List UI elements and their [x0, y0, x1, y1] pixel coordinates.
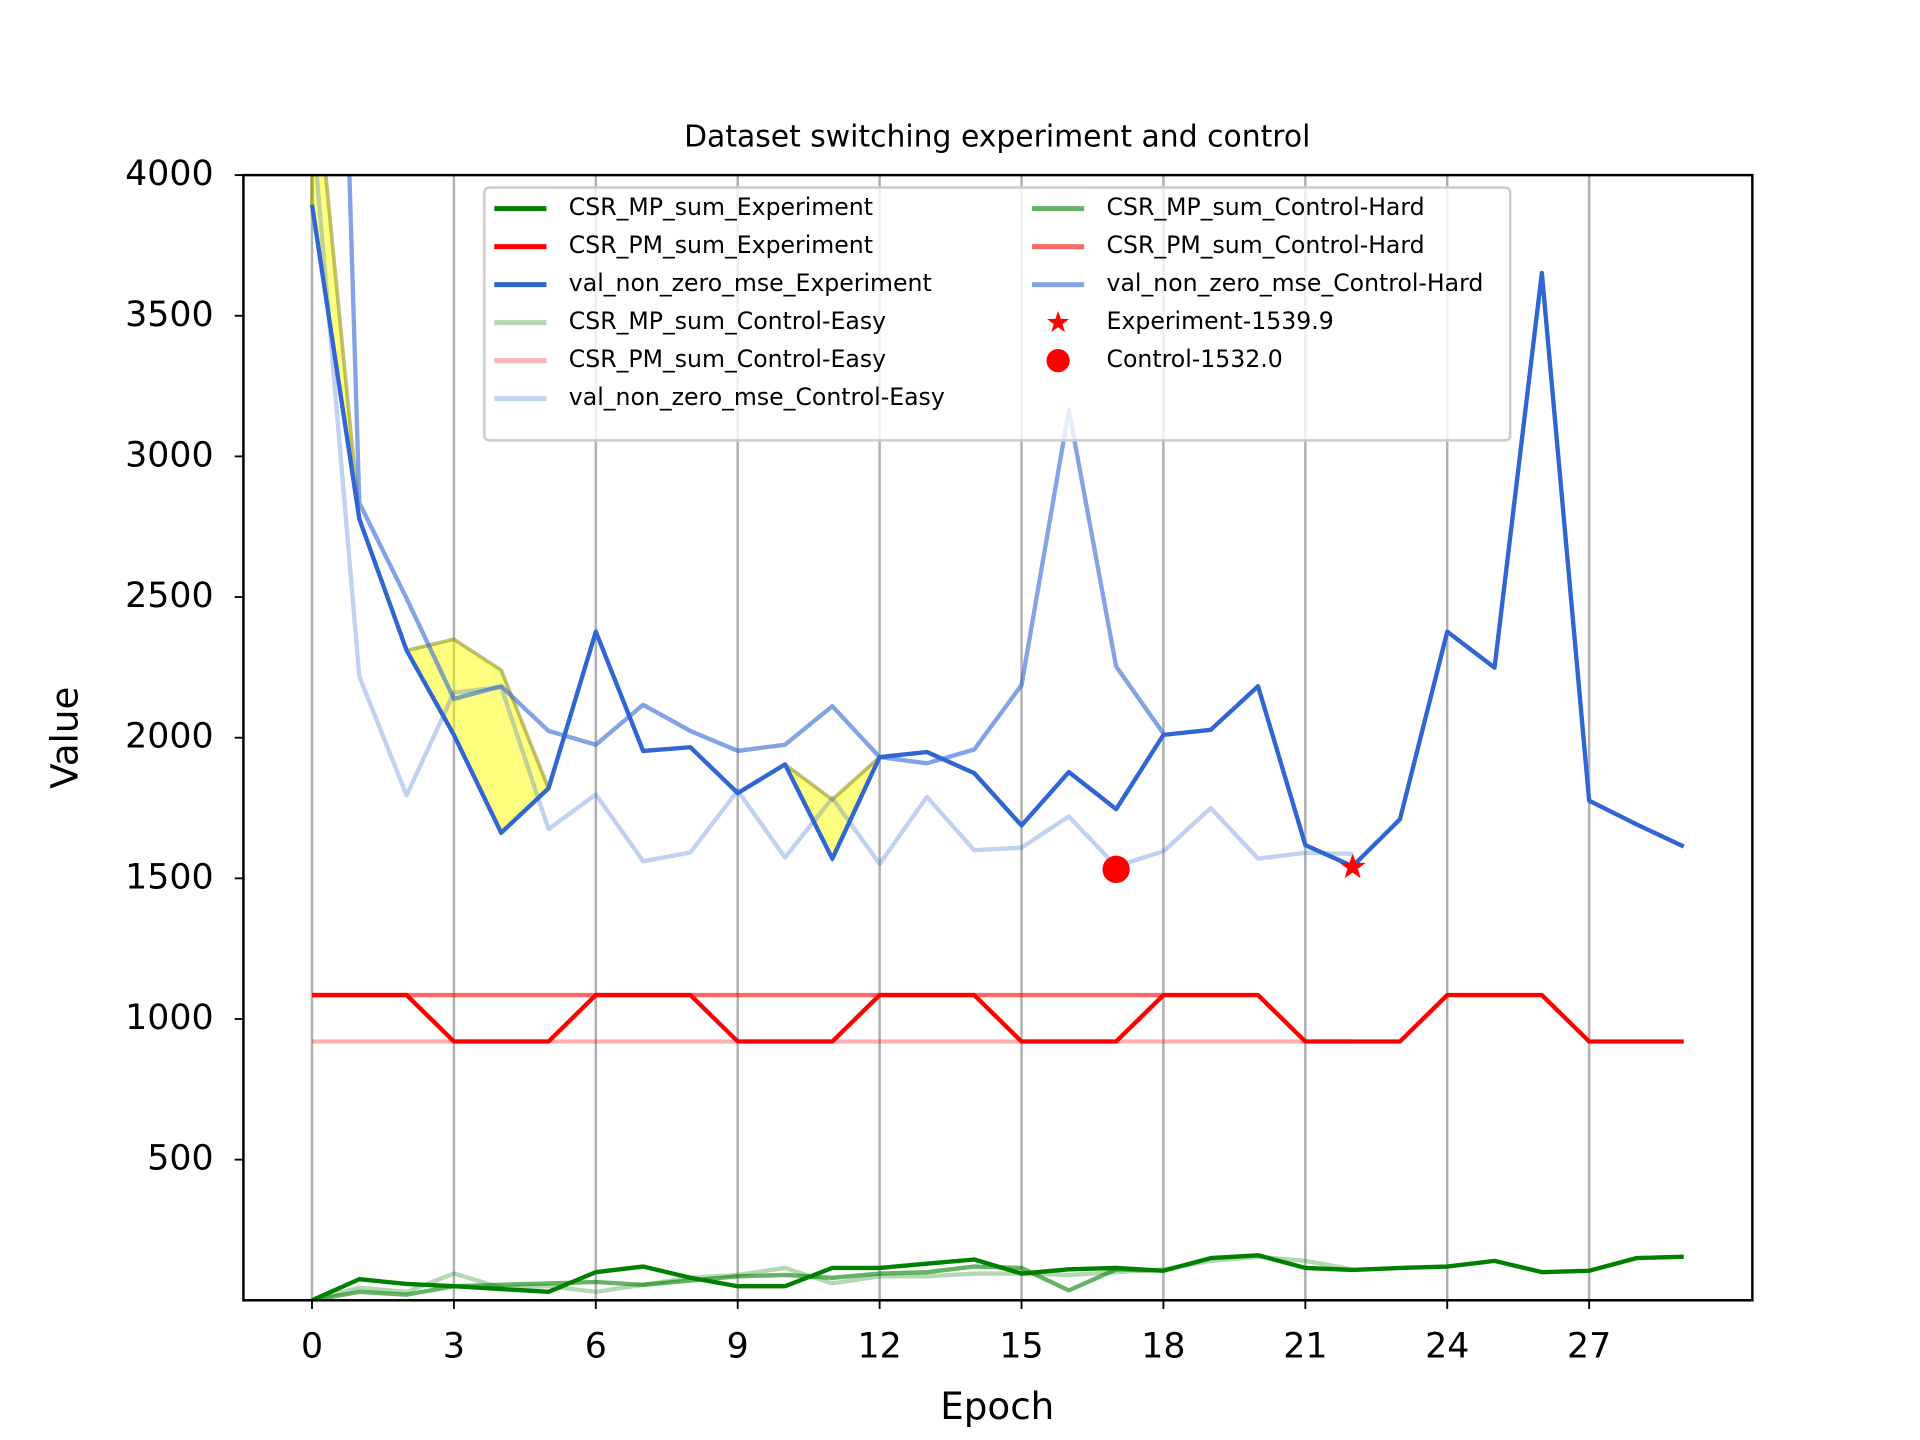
y-tick-label: 4000 — [125, 154, 213, 194]
y-tick-label: 2000 — [125, 717, 213, 757]
x-axis-label: Epoch — [940, 1384, 1054, 1428]
legend-label: CSR_PM_sum_Control-Hard — [1107, 231, 1425, 259]
series-line — [309, 204, 1685, 869]
legend-label: CSR_MP_sum_Control-Easy — [569, 307, 886, 335]
y-tick-label: 1000 — [125, 998, 213, 1038]
y-tick-label: 2500 — [125, 576, 213, 616]
series-line — [314, 175, 1353, 869]
legend-label: CSR_PM_sum_Experiment — [569, 231, 873, 259]
axes: 0 3 6 9 12 15 18 21 24 27 500 1000 1500 2000 2500 3000 3… — [125, 154, 1754, 1366]
marker-star — [1047, 311, 1070, 333]
x-tick-label: 21 — [1283, 1326, 1327, 1366]
x-tick-label: 0 — [301, 1326, 323, 1366]
series-line — [312, 992, 1684, 1044]
x-tick-label: 6 — [585, 1326, 607, 1366]
y-tick-label: 1500 — [125, 857, 213, 897]
marker-circle — [1046, 349, 1070, 373]
legend-label: Experiment-1539.9 — [1107, 307, 1334, 335]
marker-star — [1339, 853, 1366, 879]
legend-label: CSR_PM_sum_Control-Easy — [569, 345, 886, 373]
legend-label: val_non_zero_mse_Control-Hard — [1107, 269, 1484, 297]
legend-label: Control-1532.0 — [1107, 345, 1283, 373]
x-tick-label: 12 — [857, 1326, 901, 1366]
x-tick-label: 24 — [1425, 1326, 1469, 1366]
y-tick-label: 500 — [147, 1139, 213, 1179]
plot-area — [309, 175, 1685, 1301]
y-axis-label: Value — [43, 687, 87, 789]
chart-title: Dataset switching experiment and control — [684, 119, 1310, 154]
legend-box — [483, 186, 1512, 442]
x-tick-label: 9 — [727, 1326, 749, 1366]
y-tick-label: 3500 — [125, 295, 213, 335]
legend-label: CSR_MP_sum_Experiment — [569, 193, 873, 221]
x-tick-label: 3 — [443, 1326, 465, 1366]
series-line — [311, 1253, 1684, 1301]
legend-label: val_non_zero_mse_Control-Easy — [569, 383, 945, 411]
x-tick-label: 27 — [1567, 1326, 1611, 1366]
series-line — [347, 175, 1166, 766]
x-tick-label: 15 — [999, 1326, 1043, 1366]
legend-label: val_non_zero_mse_Experiment — [569, 269, 932, 297]
axes-frame — [242, 173, 1754, 1302]
marker-circle — [1102, 855, 1130, 884]
legend-label: CSR_MP_sum_Control-Hard — [1107, 193, 1425, 221]
y-tick-label: 3000 — [125, 435, 213, 475]
x-tick-label: 18 — [1141, 1326, 1185, 1366]
legend: CSR_MP_sum_Experiment CSR_PM_sum_Experime… — [483, 186, 1512, 442]
